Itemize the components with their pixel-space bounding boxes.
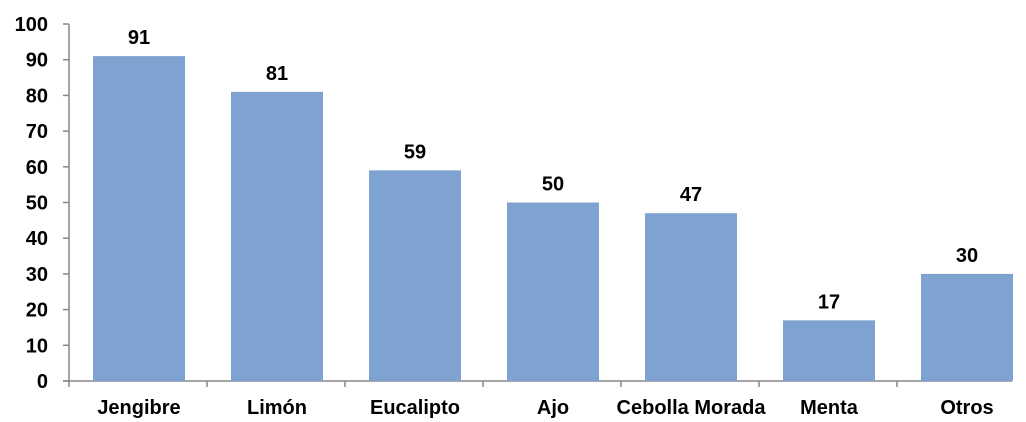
data-labels: 91 81 59 50 47 17 30 — [128, 27, 978, 313]
y-tick-label: 0 — [37, 371, 48, 393]
category-label: Eucalipto — [370, 397, 460, 419]
data-label: 91 — [128, 27, 150, 49]
y-tick-label: 90 — [26, 50, 48, 72]
category-label: Jengibre — [97, 397, 180, 419]
category-label: Ajo — [537, 397, 569, 419]
bar — [921, 273, 1013, 381]
data-label: 50 — [542, 174, 564, 196]
bar — [507, 202, 599, 381]
bar — [783, 320, 875, 381]
bar — [369, 170, 461, 381]
y-tick-label: 30 — [26, 264, 48, 286]
data-label: 81 — [266, 63, 288, 85]
y-axis: 0 10 20 30 40 50 60 70 80 90 100 — [15, 14, 70, 393]
y-tick-label: 100 — [15, 14, 48, 36]
y-tick-label: 80 — [26, 85, 48, 107]
category-label: Limón — [247, 397, 307, 419]
y-tick-label: 40 — [26, 228, 48, 250]
bar — [645, 213, 737, 381]
data-label: 59 — [404, 141, 426, 163]
y-tick-label: 10 — [26, 335, 48, 357]
data-label: 30 — [956, 245, 978, 267]
bar — [231, 91, 323, 381]
y-tick-label: 60 — [26, 157, 48, 179]
category-labels: Jengibre Limón Eucalipto Ajo Cebolla Morada M… — [97, 397, 993, 419]
category-label: Cebolla Morada — [617, 397, 767, 419]
data-label: 17 — [818, 291, 840, 313]
bar — [93, 56, 185, 381]
data-label: 47 — [680, 184, 702, 206]
y-tick-label: 20 — [26, 300, 48, 322]
category-label: Otros — [940, 397, 993, 419]
y-tick-label: 50 — [26, 193, 48, 215]
bars — [93, 56, 1013, 381]
category-label: Menta — [800, 397, 859, 419]
x-axis — [63, 380, 1012, 387]
y-tick-label: 70 — [26, 121, 48, 143]
